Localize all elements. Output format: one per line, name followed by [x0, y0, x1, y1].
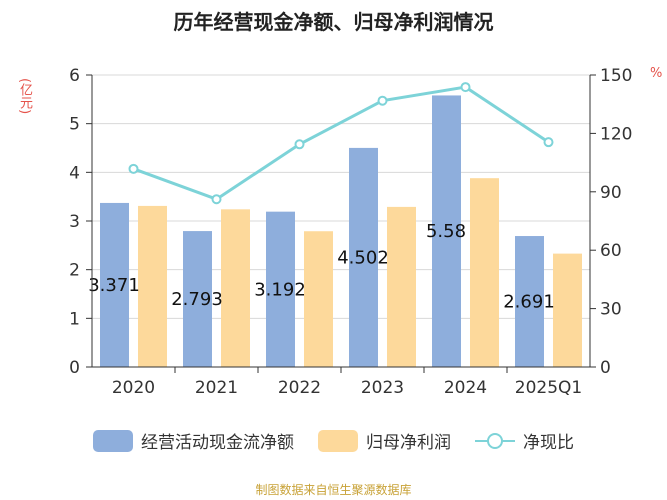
x-tick-label: 2021 [195, 378, 238, 398]
x-tick-label: 2024 [444, 378, 487, 398]
bar-net-profit [470, 178, 499, 367]
data-label-cashflow: 2.793 [171, 289, 223, 310]
data-label-cashflow: 3.192 [254, 279, 306, 300]
bar-net-profit [304, 231, 333, 367]
point-cash-ratio [211, 194, 222, 205]
data-label-cashflow: 5.58 [426, 221, 466, 242]
point-cash-ratio [543, 137, 554, 148]
right-tick-label: 90 [600, 183, 622, 203]
legend-item-cashflow[interactable]: 经营活动现金流净额 [93, 428, 294, 453]
legend-item-net-profit[interactable]: 归母净利润 [318, 428, 451, 453]
point-cash-ratio [377, 95, 388, 106]
left-tick-label: 6 [69, 66, 80, 86]
bar-cashflow [100, 202, 129, 367]
legend-label-cash-ratio: 净现比 [523, 433, 574, 453]
left-tick-label: 5 [69, 115, 80, 135]
bar-net-profit [553, 253, 582, 367]
legend-swatch-net-profit [318, 429, 358, 452]
point-cash-ratio [460, 82, 471, 93]
left-tick-label: 3 [69, 212, 80, 232]
x-tick-label: 2023 [361, 378, 404, 398]
legend-swatch-cash-ratio [475, 432, 515, 449]
bar-net-profit [138, 205, 167, 367]
right-axis-unit: % [650, 66, 663, 81]
left-tick-label: 0 [69, 358, 80, 378]
bar-cashflow [432, 95, 461, 367]
data-label-cashflow: 2.691 [503, 292, 555, 313]
data-label-cashflow: 3.371 [88, 275, 140, 296]
right-tick-label: 150 [600, 66, 632, 86]
x-tick-label: 2020 [112, 378, 155, 398]
point-cash-ratio [294, 139, 305, 150]
left-tick-label: 4 [69, 163, 80, 183]
x-tick-label: 2025Q1 [515, 378, 582, 398]
data-label-cashflow: 4.502 [337, 247, 389, 268]
legend-label-cashflow: 经营活动现金流净额 [141, 433, 294, 453]
legend-label-net-profit: 归母净利润 [366, 433, 451, 453]
bar-cashflow [515, 236, 544, 367]
right-tick-label: 30 [600, 300, 622, 320]
left-tick-label: 2 [69, 261, 80, 281]
legend-swatch-cashflow [93, 429, 133, 452]
legend-item-cash-ratio[interactable]: 净现比 [475, 428, 574, 453]
left-tick-label: 1 [69, 309, 80, 329]
left-axis-unit: (亿元) [17, 78, 32, 115]
bar-cashflow [183, 231, 212, 367]
bar-cashflow [266, 211, 295, 367]
point-cash-ratio [128, 163, 139, 174]
legend: 经营活动现金流净额 归母净利润 净现比 [0, 428, 667, 453]
source-note: 制图数据来自恒生聚源数据库 [255, 483, 412, 497]
bar-net-profit [387, 206, 416, 367]
right-tick-label: 0 [600, 358, 611, 378]
right-tick-label: 120 [600, 124, 632, 144]
bar-net-profit [221, 209, 250, 367]
right-tick-label: 60 [600, 241, 622, 261]
bar-cashflow [349, 147, 378, 367]
line-cash-ratio [132, 85, 550, 201]
chart-title: 历年经营现金净额、归母净利润情况 [173, 10, 494, 34]
x-tick-label: 2022 [278, 378, 321, 398]
